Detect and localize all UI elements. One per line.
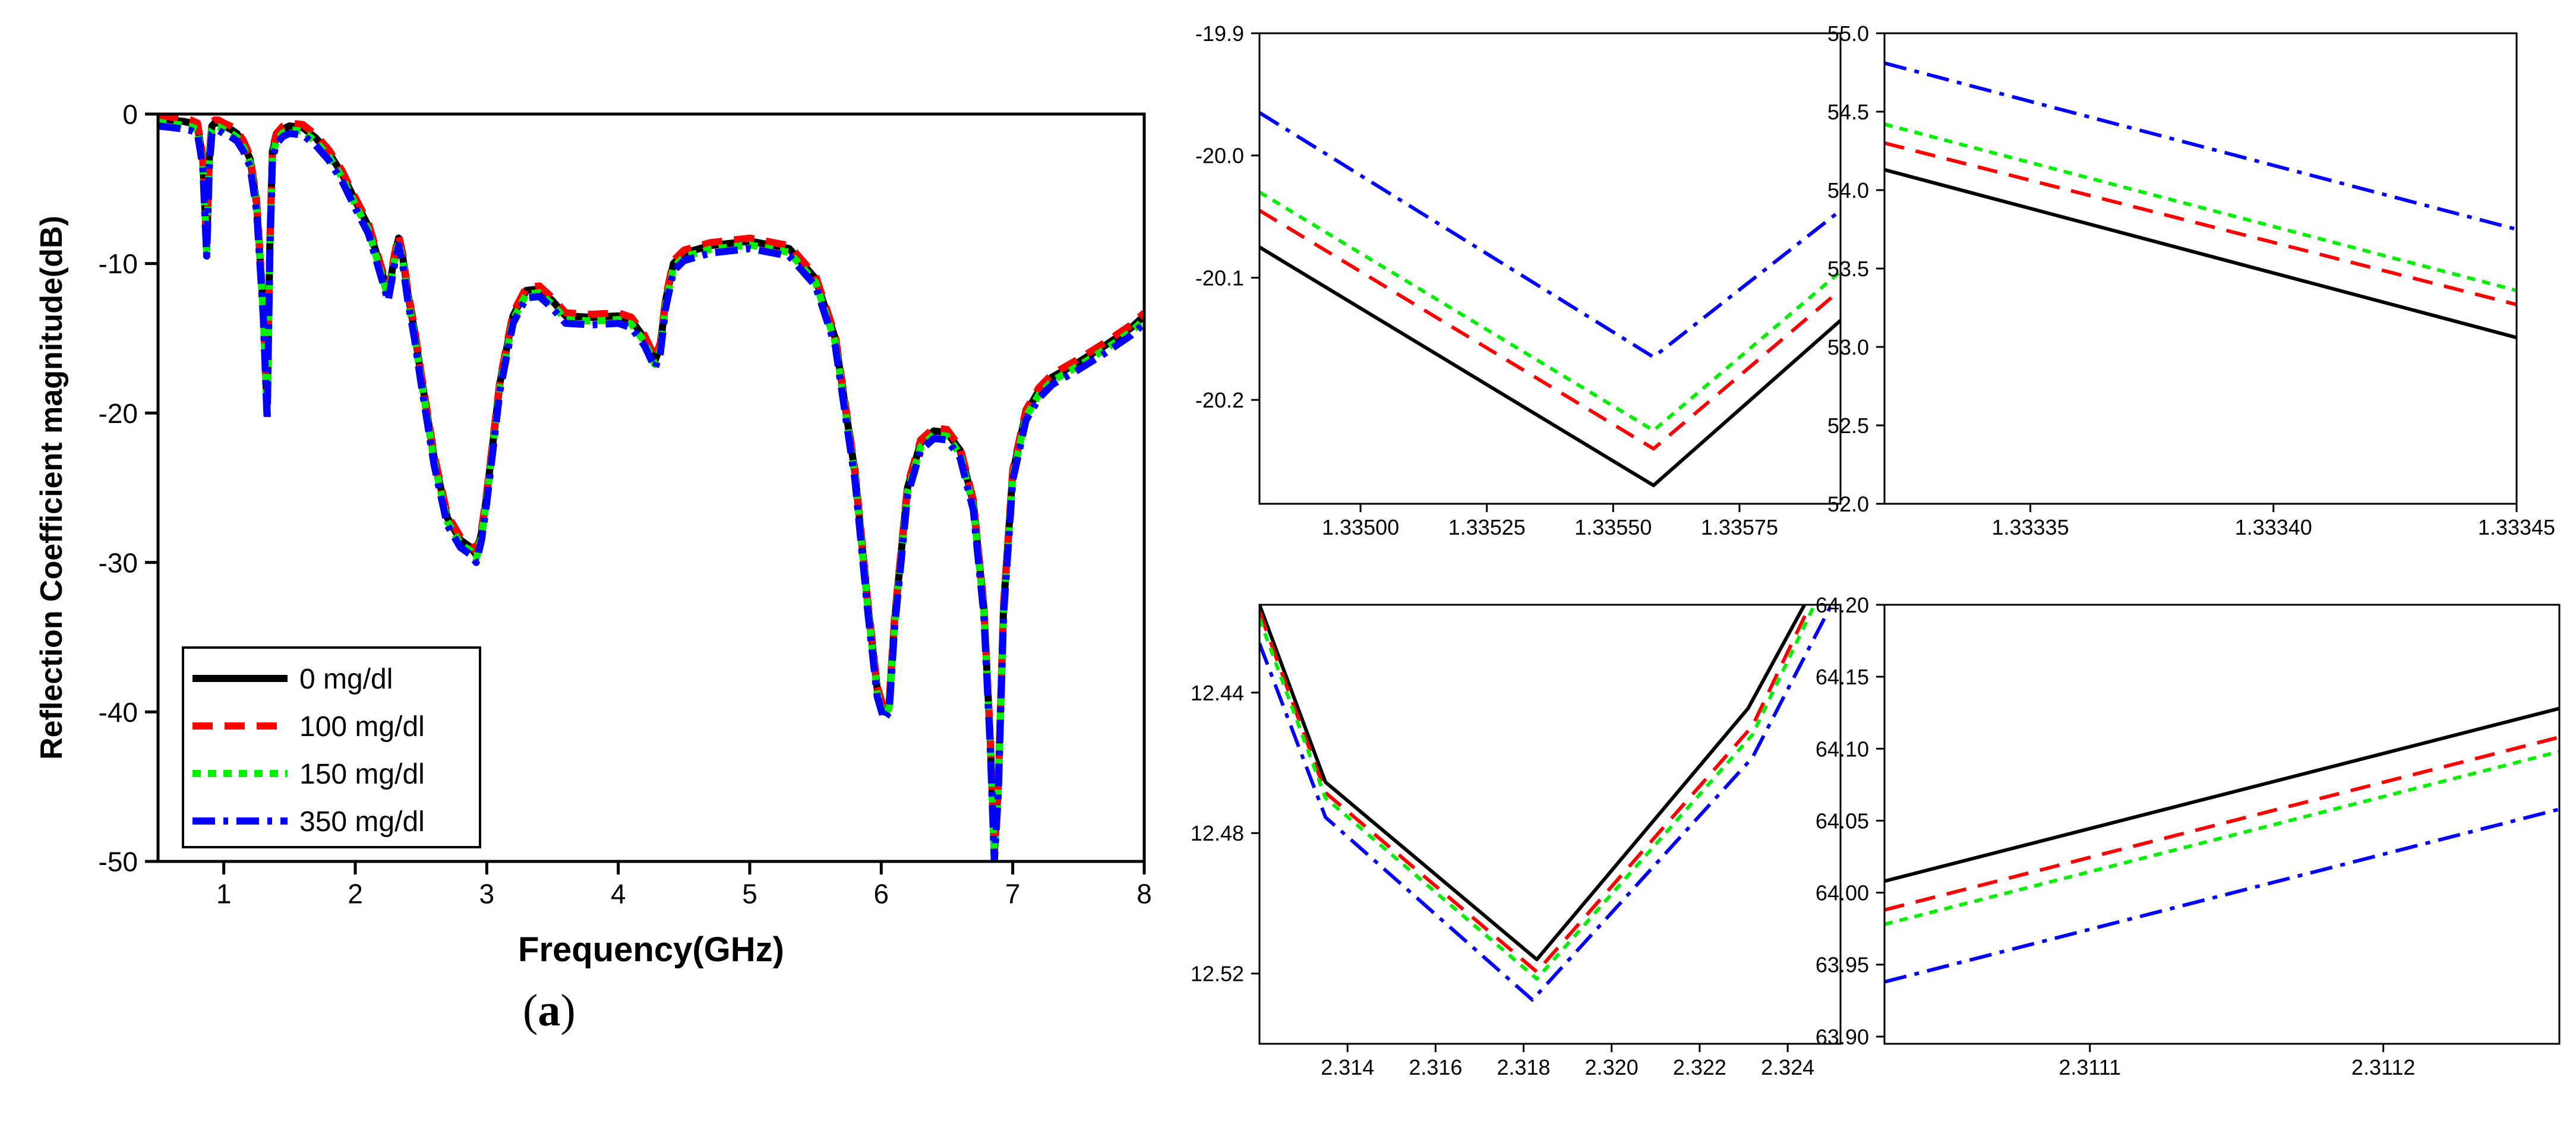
zoom4-series-group xyxy=(1884,706,2559,984)
zoom1-x-tick-label: 1.33525 xyxy=(1448,515,1526,539)
main-x-tick-label: 7 xyxy=(1005,878,1021,909)
zoom3-series-line-0 xyxy=(1259,605,1807,962)
zoom4-series-line-3 xyxy=(1884,807,2559,984)
zoom4-y-tick-label: 63.95 xyxy=(1816,953,1869,977)
legend-label-2: 150 mg/dl xyxy=(299,759,425,790)
zoom4-series-line-0 xyxy=(1884,706,2559,883)
zoom-chart-1: 1.33500 1.33525 1.33550 1.33575 -19.9 -20.0 -2… xyxy=(1195,21,1842,539)
zoom1-series-line-2 xyxy=(1259,190,1841,432)
zoom3-x-tick-label: 2.320 xyxy=(1585,1055,1639,1079)
main-x-tick-label: 5 xyxy=(742,878,757,909)
main-y-tick-label: -20 xyxy=(99,398,138,429)
main-y-tick-label: -40 xyxy=(99,697,138,728)
legend-label-0: 0 mg/dl xyxy=(299,664,393,695)
zoom2-plot-frame xyxy=(1883,32,2518,505)
zoom3-x-tick-label: 2.318 xyxy=(1497,1055,1550,1079)
zoom2-x-tick-label: 1.33340 xyxy=(2235,515,2312,539)
figure-caption: (a) xyxy=(523,986,576,1035)
zoom1-y-tick-label: -19.9 xyxy=(1195,21,1244,46)
y-axis-title: Reflection Coefficient magnitude(dB) xyxy=(34,216,69,760)
zoom1-y-tick-label: -20.2 xyxy=(1195,388,1244,412)
main-chart: 1 2 3 4 5 6 7 8 0 -10 -20 -30 -40 -50 Frequency(GHz) Re… xyxy=(34,99,1152,969)
zoom1-x-tick-label: 1.33575 xyxy=(1701,515,1778,539)
zoom4-x-tick-label: 2.3111 xyxy=(2059,1055,2121,1079)
zoom3-x-tick-label: 2.314 xyxy=(1321,1055,1374,1079)
zoom1-series-group xyxy=(1259,111,1841,488)
zoom2-y-tick-label: 52.0 xyxy=(1827,492,1869,516)
zoom-chart-2: 1.33335 1.33340 1.33345 52.0 52.5 53.0 53.5 54.… xyxy=(1827,21,2555,539)
main-y-tick-label: -10 xyxy=(99,248,138,279)
zoom3-y-tick-label: 12.52 xyxy=(1191,962,1244,986)
main-plot-frame xyxy=(156,112,1146,863)
zoom1-y-tick-label: -20.0 xyxy=(1195,144,1244,168)
zoom2-x-tick-label: 1.33345 xyxy=(2478,515,2555,539)
zoom1-series-line-1 xyxy=(1259,209,1841,451)
x-axis-title: Frequency(GHz) xyxy=(518,930,784,969)
zoom2-y-tick-label: 53.0 xyxy=(1827,335,1869,359)
main-y-tick-label: -50 xyxy=(99,847,138,877)
zoom2-y-tick-label: 55.0 xyxy=(1827,21,1869,46)
zoom4-y-tick-label: 64.10 xyxy=(1816,737,1869,761)
zoom-chart-3: 2.314 2.316 2.318 2.320 2.322 2.324 12.44 12.48… xyxy=(1191,604,1842,1079)
main-x-tick-label: 8 xyxy=(1137,878,1152,909)
zoom4-series-line-2 xyxy=(1884,750,2559,926)
main-series-line-1 xyxy=(158,114,1144,855)
legend-label-1: 100 mg/dl xyxy=(299,711,425,743)
zoom2-y-tick-label: 53.5 xyxy=(1827,257,1869,281)
zoom1-y-tick-label: -20.1 xyxy=(1195,266,1244,290)
zoom4-y-tick-label: 64.05 xyxy=(1816,809,1869,833)
zoom3-series-line-2 xyxy=(1259,605,1817,981)
zoom3-y-tick-label: 12.44 xyxy=(1191,681,1244,705)
main-x-tick-label: 1 xyxy=(216,878,232,909)
zoom3-plot-frame xyxy=(1258,604,1842,1045)
main-x-tick-label: 2 xyxy=(348,878,363,909)
zoom-chart-4: 2.3111 2.3112 63.90 63.95 64.00 64.05 64.10 64.… xyxy=(1816,593,2561,1079)
main-x-tick-label: 3 xyxy=(479,878,495,909)
main-series-line-3 xyxy=(158,122,1144,861)
main-series-line-2 xyxy=(158,118,1144,861)
zoom2-y-tick-label: 52.5 xyxy=(1827,413,1869,438)
zoom3-series-group xyxy=(1259,605,1834,1002)
zoom2-series-line-0 xyxy=(1884,168,2517,340)
zoom2-y-tick-label: 54.5 xyxy=(1827,100,1869,124)
zoom2-series-group xyxy=(1884,61,2517,340)
zoom4-x-tick-label: 2.3112 xyxy=(2351,1055,2415,1079)
zoom4-plot-frame xyxy=(1883,604,2561,1045)
zoom4-y-tick-label: 64.00 xyxy=(1816,881,1869,905)
zoom4-y-tick-label: 64.20 xyxy=(1816,593,1869,617)
main-y-tick-label: 0 xyxy=(122,99,138,130)
main-x-tick-label: 6 xyxy=(874,878,889,909)
legend-label-3: 350 mg/dl xyxy=(299,806,425,838)
zoom1-x-tick-label: 1.33500 xyxy=(1322,515,1399,539)
zoom1-series-line-0 xyxy=(1259,245,1841,488)
legend: 0 mg/dl 100 mg/dl 150 mg/dl 350 mg/dl xyxy=(182,646,481,848)
zoom3-x-tick-label: 2.322 xyxy=(1673,1055,1726,1079)
zoom4-y-tick-label: 64.15 xyxy=(1816,665,1869,689)
zoom2-series-line-1 xyxy=(1884,141,2517,307)
zoom2-series-line-3 xyxy=(1884,61,2517,231)
main-x-tick-label: 4 xyxy=(611,878,626,909)
caption-letter: a xyxy=(538,986,561,1035)
zoom4-y-tick-label: 63.90 xyxy=(1816,1025,1869,1049)
zoom1-plot-frame xyxy=(1258,32,1842,505)
zoom3-series-line-3 xyxy=(1259,605,1834,1002)
zoom2-x-tick-label: 1.33335 xyxy=(1991,515,2069,539)
zoom1-series-line-3 xyxy=(1259,111,1841,359)
main-series-group xyxy=(158,114,1144,861)
zoom3-series-line-1 xyxy=(1259,605,1813,974)
zoom3-x-tick-label: 2.316 xyxy=(1409,1055,1462,1079)
zoom3-x-tick-label: 2.324 xyxy=(1761,1055,1814,1079)
zoom1-x-tick-label: 1.33550 xyxy=(1574,515,1652,539)
zoom2-y-tick-label: 54.0 xyxy=(1827,178,1869,203)
zoom3-y-tick-label: 12.48 xyxy=(1191,821,1244,845)
zoom2-series-line-2 xyxy=(1884,122,2517,292)
zoom4-series-line-1 xyxy=(1884,735,2559,912)
main-y-tick-label: -30 xyxy=(99,547,138,578)
